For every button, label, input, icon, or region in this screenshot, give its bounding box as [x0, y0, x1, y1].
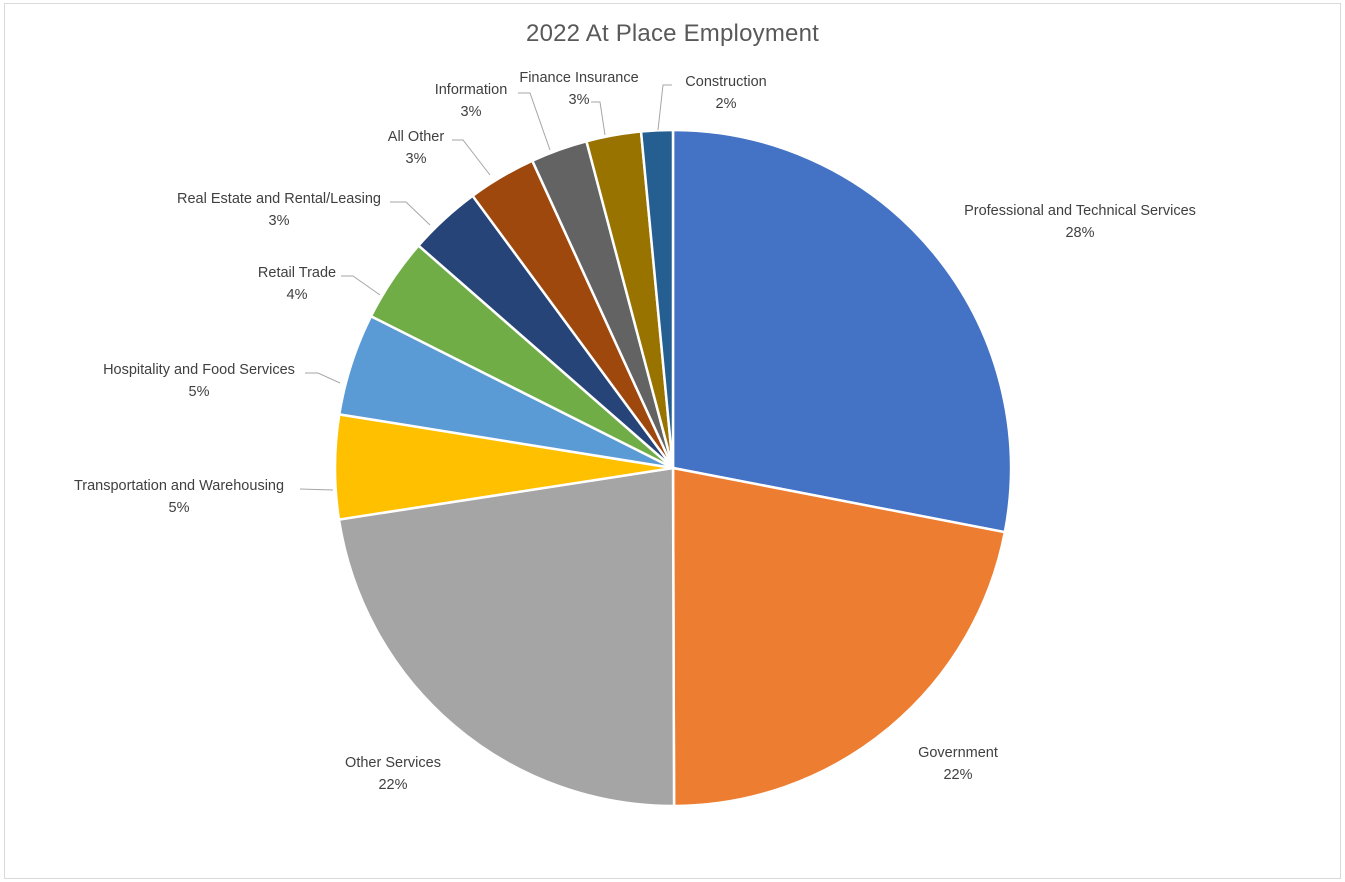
- slice-percent-transportation-and-warehousing: 5%: [169, 500, 190, 516]
- leader-lines: [299, 84, 672, 491]
- slice-labels: Professional and Technical Services 28% Go…: [74, 70, 1196, 793]
- slice-percent-information: 3%: [461, 104, 482, 120]
- slice-label-hospitality-and-food-services: Hospitality and Food Services: [103, 362, 295, 378]
- pie-slice-other-services: [337, 466, 676, 808]
- pie-slice-construction: [639, 128, 675, 469]
- leader-line-information: [518, 92, 551, 151]
- slice-label-transportation-and-warehousing: Transportation and Warehousing: [74, 478, 284, 494]
- leader-line-finance-insurance: [591, 101, 606, 136]
- leader-line-all-other: [452, 139, 491, 176]
- slice-label-finance-insurance: Finance Insurance: [519, 70, 638, 86]
- slice-percent-government: 22%: [943, 767, 972, 783]
- slice-label-all-other: All Other: [388, 129, 445, 145]
- slice-label-information: Information: [435, 82, 508, 98]
- slice-label-professional-and-technical-services: Professional and Technical Services: [964, 203, 1196, 219]
- slice-label-government: Government: [918, 745, 998, 761]
- leader-line-retail-trade: [341, 275, 381, 296]
- pie-slice-professional-and-technical-services: [671, 128, 1013, 534]
- slice-label-retail-trade: Retail Trade: [258, 265, 336, 281]
- slice-percent-finance-insurance: 3%: [569, 92, 590, 108]
- slice-percent-construction: 2%: [716, 96, 737, 112]
- pie-slices: [333, 128, 1013, 808]
- slice-percent-hospitality-and-food-services: 5%: [189, 384, 210, 400]
- slice-label-other-services: Other Services: [345, 755, 441, 771]
- slice-percent-professional-and-technical-services: 28%: [1065, 225, 1094, 241]
- leader-line-hospitality-and-food-services: [305, 372, 341, 384]
- leader-line-transportation-and-warehousing: [299, 488, 334, 491]
- leader-line-construction: [657, 84, 672, 131]
- slice-percent-retail-trade: 4%: [287, 287, 308, 303]
- slice-percent-real-estate-and-rental-leasing: 3%: [269, 213, 290, 229]
- leader-line-real-estate-and-rental-leasing: [390, 201, 431, 226]
- slice-label-real-estate-and-rental-leasing: Real Estate and Rental/Leasing: [177, 191, 381, 207]
- chart-title: 2022 At Place Employment: [526, 20, 819, 47]
- slice-label-construction: Construction: [685, 74, 766, 90]
- pie-slice-government: [671, 466, 1007, 808]
- slice-percent-other-services: 22%: [378, 777, 407, 793]
- slice-percent-all-other: 3%: [406, 151, 427, 167]
